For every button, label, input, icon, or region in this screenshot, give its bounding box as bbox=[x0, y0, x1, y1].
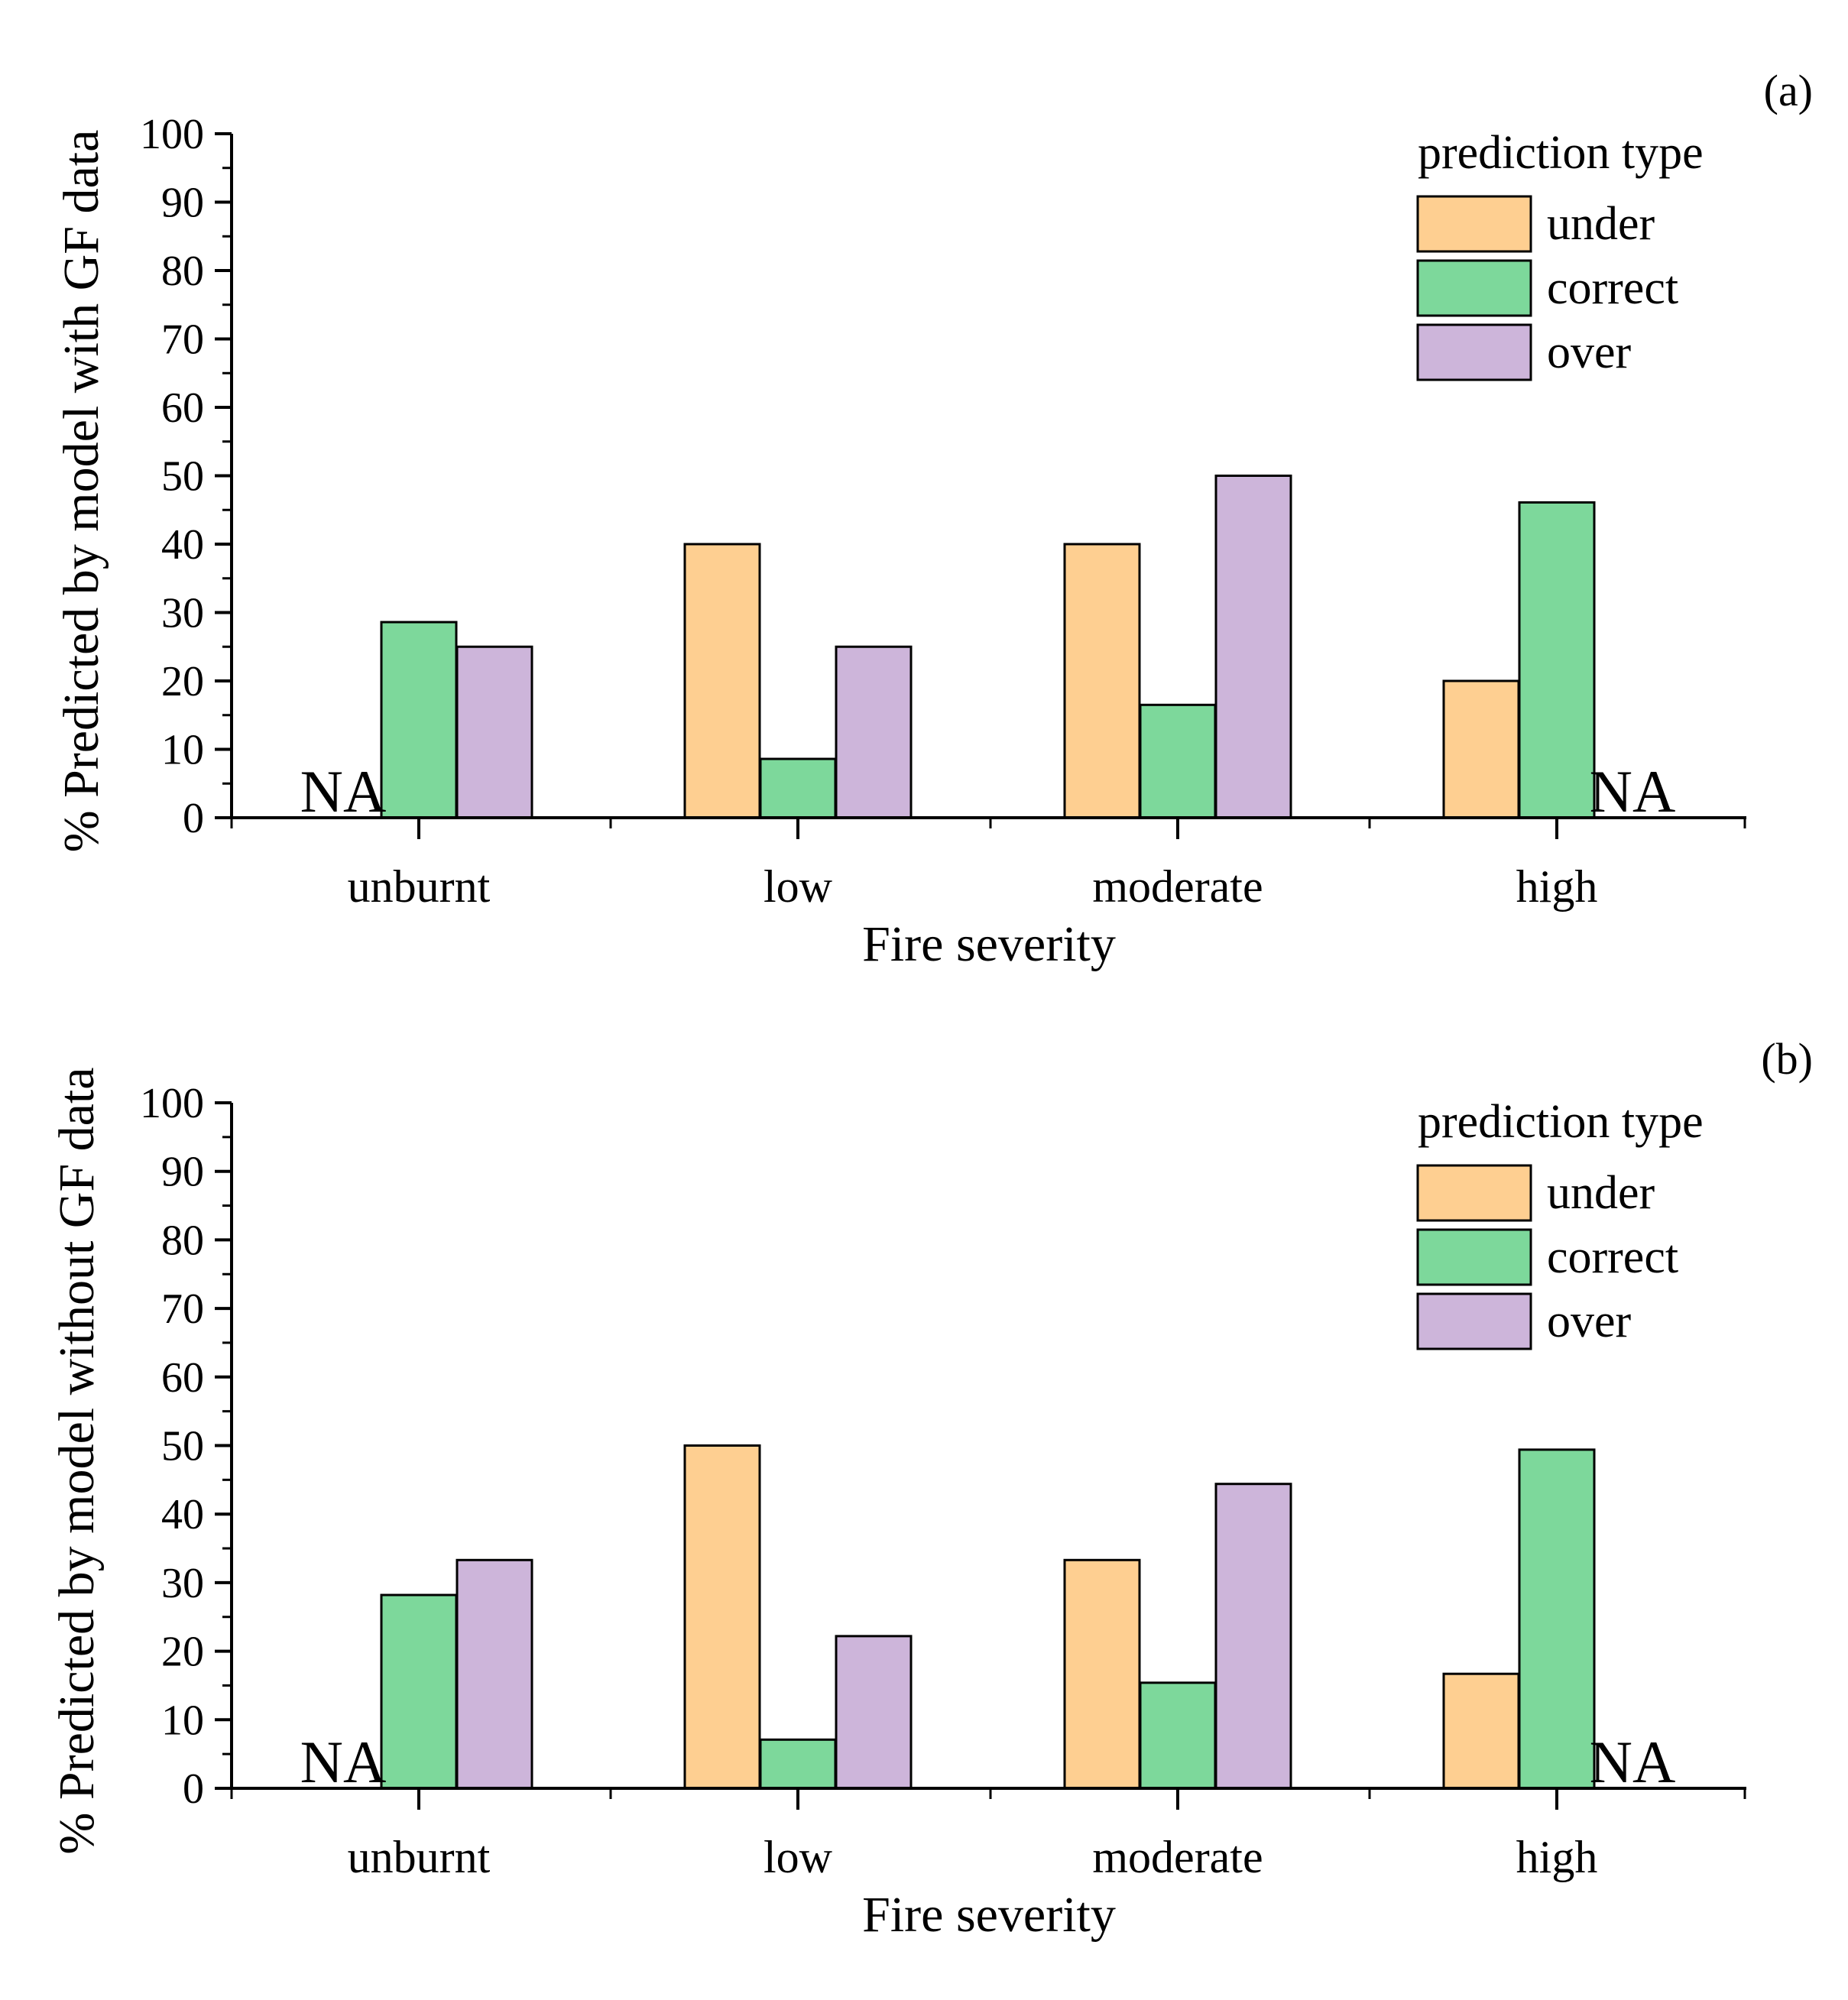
chart-panel-1: NA NA 0 10 20 30 40 50 60 70 80 90 100 unburnt low mode… bbox=[53, 66, 1813, 972]
bar-over-moderate bbox=[1214, 1483, 1292, 1790]
x-tick-label-unburnt: unburnt bbox=[348, 861, 491, 912]
legend-swatch-under bbox=[1416, 195, 1532, 253]
bar-under-moderate bbox=[1063, 543, 1141, 819]
bar-correct-low bbox=[759, 757, 837, 819]
legend-label-correct: correct bbox=[1547, 262, 1678, 314]
bar-over-low bbox=[835, 1635, 913, 1790]
y-tick-label: 50 bbox=[161, 453, 204, 501]
chart-panel-2: NA NA 0 10 20 30 40 50 60 70 80 90 100 unburnt low mode… bbox=[49, 1034, 1813, 1943]
legend-label-over: over bbox=[1547, 1295, 1632, 1347]
panel-label: (b) bbox=[1761, 1034, 1813, 1084]
legend-swatch-over bbox=[1416, 323, 1532, 381]
y-tick-label: 60 bbox=[161, 384, 204, 432]
bar-under-low bbox=[683, 1444, 761, 1790]
y-tick-label: 100 bbox=[140, 1080, 204, 1127]
bar-under-high bbox=[1442, 679, 1520, 819]
x-tick-label-high: high bbox=[1516, 861, 1598, 912]
bar-correct-low bbox=[759, 1738, 837, 1790]
bar-over-moderate bbox=[1214, 475, 1292, 819]
na-label: NA bbox=[1590, 758, 1676, 825]
bar-correct-unburnt bbox=[380, 1593, 458, 1790]
y-axis-title: % Predicted by model without GF data bbox=[49, 1067, 105, 1854]
y-tick-label: 100 bbox=[140, 111, 204, 158]
x-tick-label-low: low bbox=[764, 1832, 833, 1882]
bar-under-high bbox=[1442, 1672, 1520, 1790]
legend-label-over: over bbox=[1547, 326, 1632, 378]
legend: prediction type under correct over bbox=[1416, 127, 1704, 381]
y-axis-title: % Predicted by model with GF data bbox=[53, 130, 109, 853]
legend-swatch-correct bbox=[1416, 259, 1532, 317]
bar-correct-moderate bbox=[1139, 1681, 1217, 1790]
bar-over-low bbox=[835, 645, 913, 819]
bar-over-unburnt bbox=[456, 645, 533, 819]
na-label: NA bbox=[300, 758, 387, 825]
y-tick-label: 90 bbox=[161, 180, 204, 227]
bar-under-moderate bbox=[1063, 1558, 1141, 1790]
bar-correct-moderate bbox=[1139, 703, 1217, 819]
legend-swatch-under bbox=[1416, 1164, 1532, 1222]
y-tick-label: 30 bbox=[161, 590, 204, 637]
y-tick-label: 70 bbox=[161, 316, 204, 364]
bar-under-low bbox=[683, 543, 761, 819]
x-tick-label-unburnt: unburnt bbox=[348, 1832, 491, 1882]
x-tick-label-moderate: moderate bbox=[1092, 1832, 1263, 1882]
y-tick-label: 80 bbox=[161, 1217, 204, 1264]
x-axis-title: Fire severity bbox=[862, 1887, 1116, 1943]
y-tick-label: 30 bbox=[161, 1560, 204, 1607]
legend-title: prediction type bbox=[1418, 1096, 1704, 1148]
legend-title: prediction type bbox=[1418, 127, 1704, 179]
legend: prediction type under correct over bbox=[1416, 1096, 1704, 1350]
y-tick-label: 10 bbox=[161, 1697, 204, 1744]
x-tick-label-moderate: moderate bbox=[1092, 861, 1263, 912]
legend-label-correct: correct bbox=[1547, 1231, 1678, 1283]
bar-over-unburnt bbox=[456, 1558, 533, 1790]
x-axis-title: Fire severity bbox=[862, 916, 1116, 972]
legend-label-under: under bbox=[1547, 198, 1655, 250]
bar-correct-unburnt bbox=[380, 621, 458, 819]
x-tick-label-low: low bbox=[764, 861, 833, 912]
x-tick-label-high: high bbox=[1516, 1832, 1598, 1882]
y-tick-label: 20 bbox=[161, 1629, 204, 1676]
y-tick-label: 70 bbox=[161, 1285, 204, 1333]
y-tick-label: 40 bbox=[161, 521, 204, 569]
bar-correct-high bbox=[1518, 1448, 1596, 1790]
na-label: NA bbox=[1590, 1729, 1676, 1795]
bar-correct-high bbox=[1518, 501, 1596, 819]
legend-label-under: under bbox=[1547, 1167, 1655, 1219]
y-tick-label: 90 bbox=[161, 1149, 204, 1196]
y-tick-label: 0 bbox=[183, 795, 204, 842]
y-tick-label: 50 bbox=[161, 1423, 204, 1470]
y-tick-label: 10 bbox=[161, 727, 204, 774]
y-tick-label: 80 bbox=[161, 248, 204, 295]
y-tick-label: 20 bbox=[161, 658, 204, 705]
na-label: NA bbox=[300, 1729, 387, 1795]
panel-label: (a) bbox=[1764, 66, 1813, 115]
y-tick-label: 0 bbox=[183, 1765, 204, 1813]
legend-swatch-over bbox=[1416, 1292, 1532, 1350]
y-tick-label: 40 bbox=[161, 1491, 204, 1538]
y-tick-label: 60 bbox=[161, 1354, 204, 1402]
legend-swatch-correct bbox=[1416, 1228, 1532, 1286]
